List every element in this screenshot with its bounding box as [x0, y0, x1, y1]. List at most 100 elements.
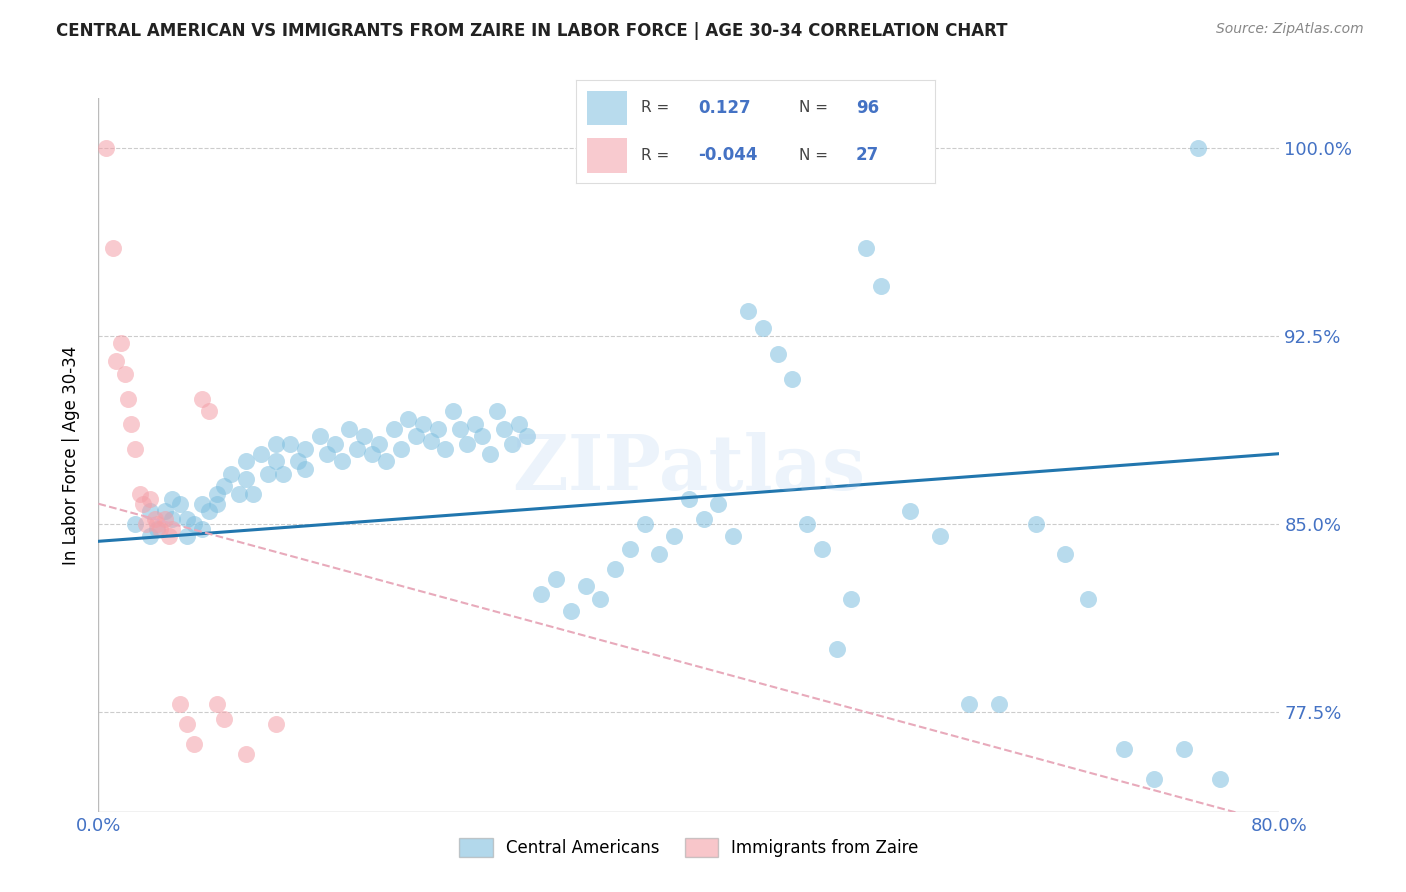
FancyBboxPatch shape: [588, 137, 627, 173]
Point: [412, 417, 434, 431]
Point: [309, 429, 332, 443]
Point: [191, 522, 214, 536]
Text: 27: 27: [856, 146, 879, 164]
Point: [360, 447, 382, 461]
Point: [235, 472, 257, 486]
Point: [375, 454, 398, 468]
Point: [323, 436, 346, 450]
Point: [869, 279, 891, 293]
Point: [124, 442, 146, 456]
Point: [183, 737, 205, 751]
Point: [120, 417, 142, 431]
Point: [94, 141, 117, 155]
Point: [212, 479, 235, 493]
Point: [143, 512, 166, 526]
Point: [162, 522, 183, 536]
Point: [766, 346, 789, 360]
Text: -0.044: -0.044: [699, 146, 758, 164]
Point: [494, 422, 516, 436]
Point: [693, 512, 716, 526]
Point: [346, 442, 368, 456]
Point: [427, 422, 450, 436]
Point: [294, 442, 316, 456]
Point: [271, 467, 294, 481]
Point: [508, 417, 530, 431]
Point: [316, 447, 339, 461]
Point: [128, 487, 150, 501]
Text: R =: R =: [641, 148, 669, 162]
Point: [264, 454, 287, 468]
Legend: Central Americans, Immigrants from Zaire: Central Americans, Immigrants from Zaire: [453, 831, 925, 864]
Point: [257, 467, 280, 481]
Point: [205, 497, 228, 511]
Point: [389, 442, 412, 456]
Point: [191, 497, 214, 511]
Point: [176, 717, 198, 731]
Point: [382, 422, 405, 436]
Point: [478, 447, 501, 461]
Text: N =: N =: [799, 101, 828, 115]
Point: [205, 487, 228, 501]
Point: [501, 436, 523, 450]
Point: [678, 491, 700, 506]
Text: 96: 96: [856, 99, 879, 117]
Point: [1209, 772, 1232, 787]
Y-axis label: In Labor Force | Age 30-34: In Labor Force | Age 30-34: [62, 345, 80, 565]
Point: [353, 429, 375, 443]
Point: [546, 572, 568, 586]
Point: [648, 547, 671, 561]
Point: [169, 497, 191, 511]
Point: [456, 436, 478, 450]
Point: [183, 516, 205, 531]
Point: [987, 697, 1010, 711]
Point: [633, 516, 655, 531]
Point: [205, 697, 228, 711]
Point: [153, 512, 176, 526]
Point: [841, 591, 863, 606]
Text: N =: N =: [799, 148, 828, 162]
Point: [1077, 591, 1099, 606]
Point: [264, 436, 287, 450]
Point: [287, 454, 309, 468]
Point: [707, 497, 730, 511]
Point: [139, 491, 162, 506]
Point: [235, 454, 257, 468]
Point: [162, 512, 183, 526]
Point: [560, 604, 582, 618]
Point: [294, 461, 316, 475]
Point: [235, 747, 257, 761]
Point: [589, 591, 612, 606]
Point: [396, 411, 419, 425]
Point: [219, 467, 242, 481]
Point: [810, 541, 832, 556]
Point: [1114, 742, 1136, 756]
Point: [1173, 742, 1195, 756]
Point: [330, 454, 353, 468]
Point: [146, 522, 169, 536]
Point: [139, 529, 162, 543]
Point: [441, 404, 464, 418]
Point: [1025, 516, 1047, 531]
Text: R =: R =: [641, 101, 669, 115]
Point: [471, 429, 494, 443]
Point: [737, 304, 759, 318]
Point: [1143, 772, 1166, 787]
Point: [110, 336, 132, 351]
Point: [250, 447, 273, 461]
Point: [339, 422, 360, 436]
Point: [242, 487, 264, 501]
Point: [191, 392, 214, 406]
Point: [135, 516, 157, 531]
Text: CENTRAL AMERICAN VS IMMIGRANTS FROM ZAIRE IN LABOR FORCE | AGE 30-34 CORRELATION: CENTRAL AMERICAN VS IMMIGRANTS FROM ZAIR…: [56, 22, 1008, 40]
Text: 0.127: 0.127: [699, 99, 751, 117]
Point: [825, 642, 848, 657]
Point: [103, 241, 125, 255]
Point: [124, 516, 146, 531]
Point: [169, 697, 191, 711]
Point: [264, 717, 287, 731]
FancyBboxPatch shape: [588, 91, 627, 126]
Point: [449, 422, 471, 436]
Point: [855, 241, 877, 255]
Point: [434, 442, 457, 456]
Point: [796, 516, 818, 531]
